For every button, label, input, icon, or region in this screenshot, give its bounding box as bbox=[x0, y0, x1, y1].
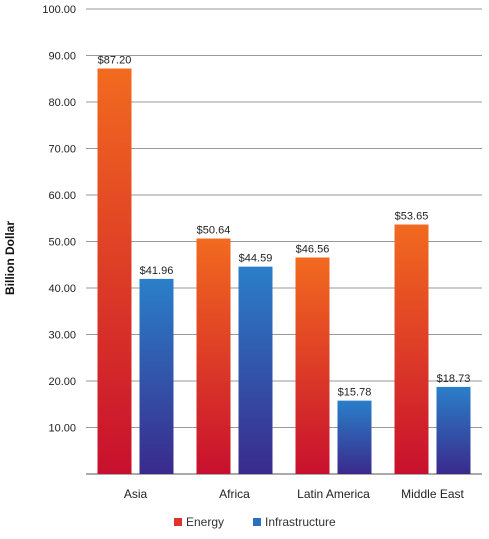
x-axis-categories: Asia Africa Latin America Middle East bbox=[124, 487, 465, 501]
data-labels: $87.20 $41.96 $50.64 $44.59 $46.56 $15.78 $53.… bbox=[98, 55, 471, 399]
y-tick-label: 40.00 bbox=[48, 283, 76, 295]
y-axis-ticks: 10.00 20.00 30.00 40.00 50.00 60.00 70.00 80.00… bbox=[42, 4, 76, 435]
bars bbox=[97, 68, 471, 475]
y-tick-label: 70.00 bbox=[48, 144, 76, 156]
bar-energy-asia bbox=[97, 68, 132, 475]
data-label-infrastructure: $15.78 bbox=[338, 387, 372, 399]
bar-infrastructure-middle-east bbox=[436, 386, 471, 474]
legend-label-infrastructure: Infrastructure bbox=[265, 515, 336, 529]
legend-swatch-energy bbox=[174, 518, 182, 526]
data-label-infrastructure: $44.59 bbox=[239, 253, 273, 265]
data-label-energy: $87.20 bbox=[98, 55, 132, 67]
y-tick-label: 20.00 bbox=[48, 376, 76, 388]
y-tick-label: 50.00 bbox=[48, 237, 76, 249]
data-label-energy: $46.56 bbox=[296, 243, 330, 255]
legend: Energy Infrastructure bbox=[174, 515, 336, 529]
x-category-label: Africa bbox=[219, 487, 250, 501]
y-axis-label: Billion Dollar bbox=[3, 221, 17, 295]
bar-energy-latin-america bbox=[295, 257, 330, 474]
y-tick-label: 100.00 bbox=[42, 4, 76, 16]
data-label-infrastructure: $41.96 bbox=[140, 265, 174, 277]
data-label-energy: $50.64 bbox=[197, 225, 231, 237]
data-label-infrastructure: $18.73 bbox=[437, 373, 471, 385]
bar-energy-middle-east bbox=[394, 224, 429, 474]
x-category-label: Latin America bbox=[297, 487, 370, 501]
y-tick-label: 10.00 bbox=[48, 423, 76, 435]
y-tick-label: 80.00 bbox=[48, 97, 76, 109]
legend-swatch-infrastructure bbox=[253, 518, 261, 526]
bar-infrastructure-asia bbox=[139, 278, 174, 474]
y-tick-label: 60.00 bbox=[48, 190, 76, 202]
x-category-label: Middle East bbox=[401, 487, 464, 501]
bar-infrastructure-latin-america bbox=[337, 400, 372, 474]
x-category-label: Asia bbox=[124, 487, 148, 501]
legend-label-energy: Energy bbox=[186, 515, 224, 529]
y-tick-label: 90.00 bbox=[48, 51, 76, 63]
y-tick-label: 30.00 bbox=[48, 330, 76, 342]
bar-energy-africa bbox=[196, 238, 231, 474]
data-label-energy: $53.65 bbox=[395, 211, 429, 223]
bar-infrastructure-africa bbox=[238, 266, 273, 474]
